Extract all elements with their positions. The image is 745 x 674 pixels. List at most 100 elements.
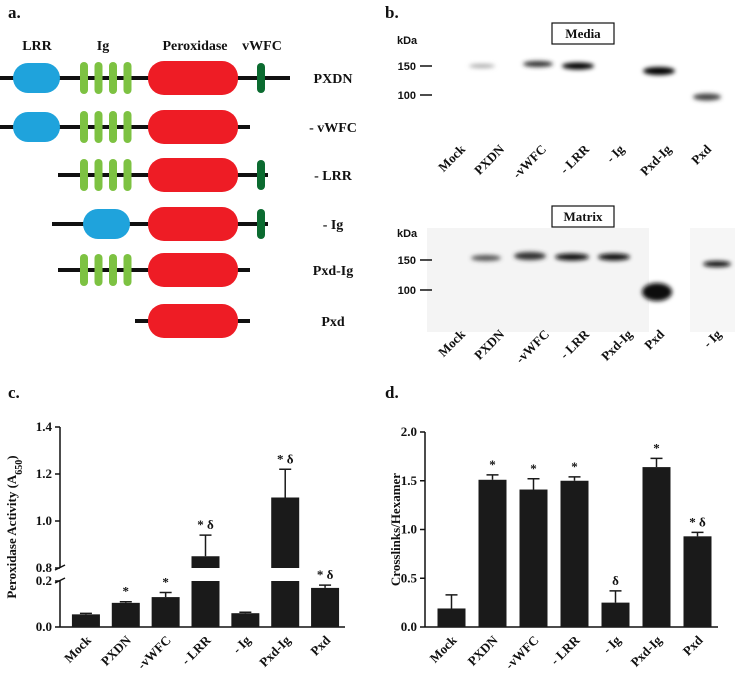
error-bar <box>691 531 704 537</box>
bar <box>191 556 220 627</box>
x-tick-label: - Ig <box>599 632 623 656</box>
error-bar <box>486 474 499 480</box>
lane-label: PXDN <box>471 141 508 178</box>
significance-mark: δ <box>612 573 619 588</box>
y-tick-label: 2.0 <box>401 424 417 439</box>
x-tick-label: PXDN <box>98 632 135 669</box>
bar <box>478 479 507 627</box>
y-tick-label: 0.5 <box>401 570 418 585</box>
bar <box>519 489 548 627</box>
blot-title-box <box>551 205 615 228</box>
error-bar <box>319 584 332 588</box>
y-tick-label: 0.8 <box>36 560 53 575</box>
construct-label: Pxd <box>321 315 345 330</box>
panel-label: d. <box>385 383 399 402</box>
ig-domain <box>109 62 117 94</box>
ig-domain <box>80 159 88 191</box>
construct-label: PXDN <box>314 72 353 87</box>
error-bar <box>199 534 212 557</box>
bar <box>642 467 671 627</box>
marker-label: 100 <box>398 90 416 102</box>
significance-mark: * <box>571 459 578 474</box>
ig-domain <box>123 111 132 143</box>
blot-media: Media kDa 150 100 Mock PXDN -vWFC - LRR - Ig… <box>397 22 721 182</box>
ig-domain <box>109 111 117 143</box>
ig-domain <box>109 254 117 286</box>
lane-label: -vWFC <box>512 327 552 367</box>
y-tick-label: 0.0 <box>36 619 52 634</box>
error-bar <box>568 476 581 481</box>
ig-domain <box>80 62 88 94</box>
construct-label: - Ig <box>323 218 344 233</box>
bar <box>231 613 260 627</box>
lane-label: Pxd <box>688 141 714 167</box>
vwfc-domain <box>257 160 265 190</box>
x-tick-label: PXDN <box>464 632 501 669</box>
x-tick-label: -vWFC <box>502 633 542 673</box>
peroxidase-domain <box>148 207 238 241</box>
error-bar <box>445 594 458 609</box>
error-bar <box>119 600 132 603</box>
lane-label: Pxd-Ig <box>637 141 675 179</box>
y-tick-label: 1.5 <box>401 473 418 488</box>
x-tick-label: - Ig <box>229 632 253 656</box>
y-tick-label: 1.0 <box>401 522 417 537</box>
bar <box>560 480 589 627</box>
y-axis-label: Crosslinks/Hexamer <box>388 473 403 586</box>
significance-mark: * δ <box>197 517 214 532</box>
lane-label: -vWFC <box>509 142 549 182</box>
x-tick-label: Pxd-Ig <box>256 632 294 670</box>
ig-domain <box>123 159 132 191</box>
y-axis-label: Peroxidase Activity (A650) <box>4 455 25 598</box>
y-tick-label: 1.0 <box>36 513 52 528</box>
ig-domain <box>109 159 117 191</box>
blot-unit: kDa <box>397 35 418 47</box>
significance-mark: * <box>489 457 496 472</box>
construct-label: - vWFC <box>309 121 357 136</box>
bar <box>311 587 340 627</box>
bar <box>151 597 180 627</box>
bar <box>683 536 712 627</box>
marker-label: 150 <box>398 61 416 73</box>
lrr-domain <box>13 112 60 142</box>
vwfc-domain <box>257 63 265 93</box>
bar <box>601 602 630 627</box>
error-bar <box>239 611 252 614</box>
bands <box>471 252 731 301</box>
error-bar <box>609 590 622 603</box>
blot-bg <box>690 228 735 332</box>
ig-domain <box>94 62 103 94</box>
peroxidase-domain <box>148 110 238 144</box>
error-bar <box>279 468 292 498</box>
bands <box>469 61 721 101</box>
domain-header: vWFC <box>242 39 282 54</box>
panel-label: b. <box>385 3 399 22</box>
domain-header: Ig <box>97 39 109 54</box>
peroxidase-domain <box>148 61 238 95</box>
blot-title: Media <box>565 26 601 41</box>
ig-domain <box>94 111 103 143</box>
marker-label: 150 <box>398 255 416 267</box>
y-tick-label: 0.0 <box>401 619 417 634</box>
x-tick-label: Pxd-Ig <box>627 632 665 670</box>
error-bar <box>650 457 663 468</box>
blot-title: Matrix <box>564 209 603 224</box>
x-tick-label: - LRR <box>547 632 583 668</box>
bar <box>111 602 140 627</box>
blot-bg <box>427 228 649 332</box>
bar <box>71 614 100 627</box>
peroxidase-domain <box>148 158 238 192</box>
ig-domain <box>80 254 88 286</box>
x-tick-label: Mock <box>61 632 95 666</box>
significance-mark: * <box>653 440 660 455</box>
domain-header: Peroxidase <box>162 39 227 54</box>
error-bar <box>159 591 172 598</box>
domain-header: LRR <box>22 39 52 54</box>
significance-mark: * <box>530 461 537 476</box>
vwfc-domain <box>257 209 265 239</box>
peroxidase-domain <box>148 304 238 338</box>
y-axis-label-part: Peroxidase Activity (A <box>4 474 19 599</box>
significance-mark: * δ <box>317 567 334 582</box>
blot-unit: kDa <box>397 228 418 240</box>
